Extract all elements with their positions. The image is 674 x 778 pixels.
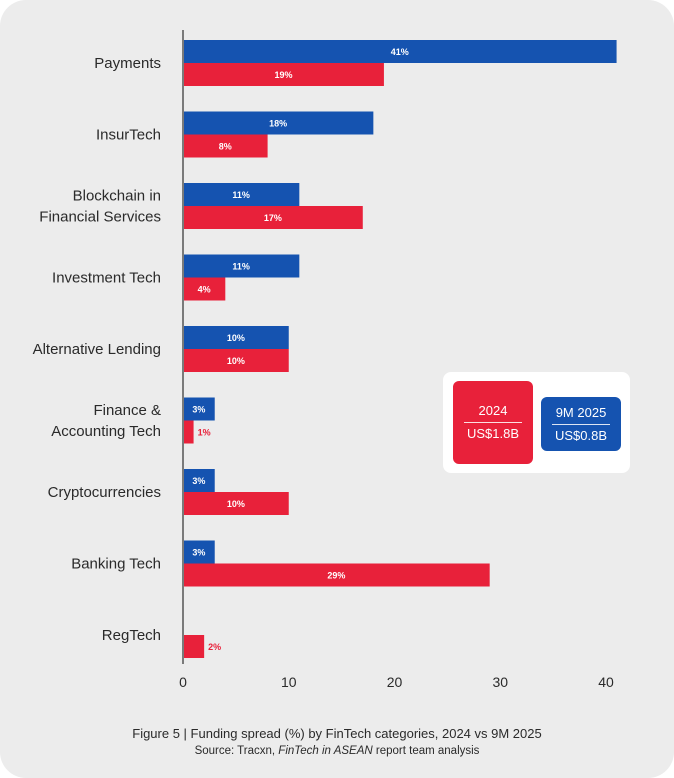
legend-9m-2025-divider — [552, 423, 610, 425]
caption-source: Source: Tracxn, FinTech in ASEAN report … — [0, 743, 674, 759]
bar-data-label: 11% — [232, 190, 250, 200]
bar-data-label: 18% — [269, 119, 287, 129]
bar-2024 — [183, 277, 226, 301]
bar-data-label: 17% — [264, 213, 282, 223]
bar-data-label: 3% — [192, 548, 205, 558]
bar-data-label: 19% — [274, 70, 292, 80]
bar-data-label: 10% — [227, 356, 245, 366]
legend-9m-2025: 9M 2025 US$0.8B — [541, 397, 621, 451]
category-label: Cryptocurrencies — [48, 484, 161, 501]
bar-2024 — [183, 349, 289, 372]
bar-2024 — [183, 206, 363, 229]
bar-data-label: 29% — [327, 571, 345, 581]
bar-data-label: 1% — [198, 428, 211, 438]
category-label: Accounting Tech — [51, 423, 161, 440]
bar-2024 — [183, 492, 289, 515]
bar-9m-2025 — [183, 469, 215, 492]
legend-2024-divider — [464, 422, 522, 423]
category-label: InsurTech — [96, 127, 161, 144]
caption-title: Figure 5 | Funding spread (%) by FinTech… — [132, 726, 542, 741]
bar-2024 — [183, 134, 268, 158]
bar-9m-2025 — [183, 111, 374, 135]
bar-9m-2025 — [183, 540, 215, 564]
caption-source-prefix: Source: Tracxn, — [194, 745, 279, 757]
x-tick-label: 20 — [387, 674, 403, 690]
x-tick-label: 30 — [492, 674, 508, 690]
bar-9m-2025 — [183, 397, 215, 421]
x-tick-label: 40 — [598, 674, 614, 690]
bar-2024 — [183, 563, 490, 587]
category-label: Blockchain in — [73, 188, 161, 205]
bar-2024 — [183, 63, 384, 86]
x-tick-label: 10 — [281, 674, 297, 690]
bar-data-label: 11% — [232, 262, 250, 272]
bar-data-label: 8% — [219, 142, 232, 152]
category-label: Investment Tech — [52, 270, 161, 287]
bar-9m-2025 — [183, 326, 289, 349]
category-label: Alternative Lending — [33, 341, 161, 358]
bar-data-label: 41% — [391, 47, 409, 57]
category-label: Banking Tech — [71, 556, 161, 573]
category-label: Financial Services — [39, 209, 161, 226]
bar-data-label: 2% — [208, 642, 221, 652]
bar-data-label: 3% — [192, 476, 205, 486]
bar-2024 — [183, 420, 194, 444]
category-label: RegTech — [102, 627, 161, 644]
bar-9m-2025 — [183, 40, 617, 63]
legend: 2024 US$1.8B 9M 2025 US$0.8B — [443, 372, 630, 473]
bar-data-label: 10% — [227, 333, 245, 343]
category-label: Payments — [94, 55, 161, 72]
caption-source-suffix: report team analysis — [372, 745, 480, 757]
bar-data-label: 3% — [192, 405, 205, 415]
legend-2024-value: US$1.8B — [466, 426, 520, 441]
legend-2024: 2024 US$1.8B — [453, 381, 533, 464]
legend-9m-2025-title: 9M 2025 — [555, 404, 607, 420]
bar-9m-2025 — [183, 254, 300, 278]
bar-data-label: 10% — [227, 499, 245, 509]
x-tick-label: 0 — [179, 674, 187, 690]
legend-2024-title: 2024 — [478, 403, 508, 418]
bar-2024 — [183, 635, 205, 658]
caption-source-report: FinTech in ASEAN — [278, 745, 373, 757]
figure-caption: Figure 5 | Funding spread (%) by FinTech… — [0, 725, 674, 759]
category-label: Finance & — [93, 402, 161, 419]
legend-9m-2025-value: US$0.8B — [554, 427, 608, 443]
bar-9m-2025 — [183, 183, 300, 206]
bar-data-label: 4% — [198, 285, 211, 295]
